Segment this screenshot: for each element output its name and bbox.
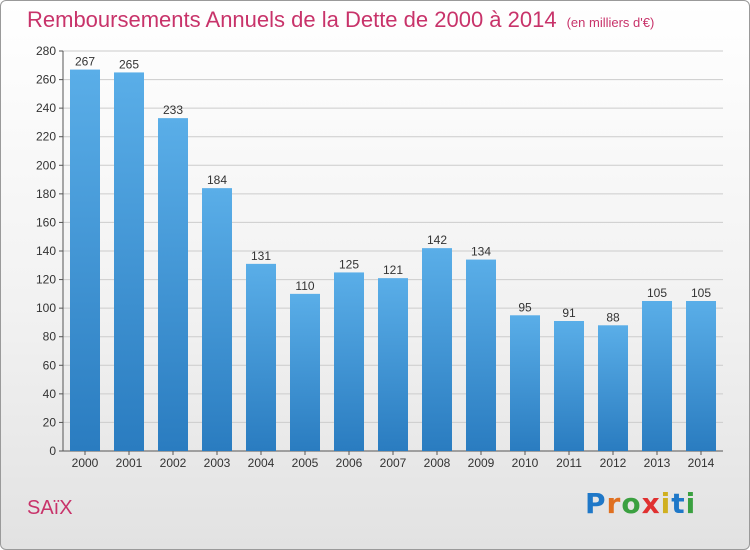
data-label-2008: 142: [427, 233, 447, 247]
bar-2004: [246, 263, 276, 451]
x-tick-label-2006: 2006: [336, 456, 363, 470]
bar-2009: [466, 259, 496, 451]
data-label-2006: 125: [339, 257, 359, 271]
bar-2001: [114, 72, 144, 451]
x-tick-label-2013: 2013: [644, 456, 671, 470]
y-tick-label: 0: [49, 444, 56, 458]
bar-2002: [158, 118, 188, 452]
x-tick-label-2002: 2002: [160, 456, 187, 470]
y-tick-label: 260: [36, 73, 56, 87]
data-label-2005: 110: [295, 279, 314, 293]
bar-2007: [378, 278, 408, 451]
x-tick-label-2010: 2010: [512, 456, 539, 470]
data-labels: 267 265 233 184 131 110 125 121 142 134 95 91 88 105 1…: [75, 55, 711, 325]
x-tick-label-2008: 2008: [424, 456, 451, 470]
x-tick-label-2003: 2003: [204, 456, 231, 470]
data-label-2007: 121: [383, 263, 403, 277]
data-label-2004: 131: [251, 249, 271, 263]
logo-letter: P: [585, 487, 607, 520]
y-tick-label: 200: [36, 158, 56, 172]
x-tick-label-2009: 2009: [468, 456, 495, 470]
bar-2000: [70, 69, 100, 452]
x-tick-label-2000: 2000: [72, 456, 99, 470]
data-label-2011: 91: [562, 306, 576, 320]
bar-2005: [290, 293, 320, 451]
y-tick-label: 60: [43, 358, 57, 372]
bars: [70, 69, 716, 452]
x-tick-label-2014: 2014: [688, 456, 715, 470]
y-tick-label: 20: [43, 415, 57, 429]
data-label-2014: 105: [691, 286, 711, 300]
bar-2012: [598, 325, 628, 451]
data-label-2000: 267: [75, 55, 95, 69]
x-tick-label-2011: 2011: [556, 456, 582, 470]
x-tick-label-2001: 2001: [116, 456, 143, 470]
y-tick-label: 180: [36, 187, 56, 201]
bar-2013: [642, 301, 672, 451]
x-axis-ticks: 2000 2001 2002 2003 2004 2005 2006 2007 2008 2009…: [72, 451, 715, 470]
data-label-2012: 88: [606, 310, 620, 324]
logo-letter: i: [660, 487, 672, 520]
x-tick-label-2004: 2004: [248, 456, 275, 470]
logo-letter: o: [621, 487, 642, 520]
y-tick-label: 220: [36, 130, 56, 144]
x-tick-label-2007: 2007: [380, 456, 407, 470]
data-label-2002: 233: [163, 103, 183, 117]
logo-letter: t: [671, 487, 686, 520]
data-label-2003: 184: [207, 173, 227, 187]
bar-2003: [202, 188, 232, 451]
y-tick-label: 160: [36, 215, 56, 229]
y-axis-ticks: 0 20 40 60 80 100 120 140 160 180 200 220 240 260 280: [36, 44, 63, 458]
logo-letter: x: [641, 487, 661, 520]
y-tick-label: 100: [36, 301, 56, 315]
commune-name: SAïX: [27, 497, 73, 519]
bar-2010: [510, 315, 540, 451]
x-tick-label-2012: 2012: [600, 456, 627, 470]
proxiti-logo: Proxiti: [585, 487, 696, 520]
y-tick-label: 280: [36, 44, 56, 58]
logo-letter: r: [606, 487, 622, 520]
y-tick-label: 40: [43, 387, 57, 401]
y-tick-label: 120: [36, 273, 56, 287]
data-label-2013: 105: [647, 286, 667, 300]
bar-2011: [554, 321, 584, 451]
chart-title-text: Remboursements Annuels de la Dette de 20…: [27, 7, 557, 32]
y-tick-label: 80: [43, 330, 57, 344]
x-tick-label-2005: 2005: [292, 456, 319, 470]
bar-2014: [686, 301, 716, 451]
y-tick-label: 140: [36, 244, 56, 258]
chart-title: Remboursements Annuels de la Dette de 20…: [27, 7, 654, 33]
bar-2008: [422, 248, 452, 451]
chart-unit: (en milliers d'€): [566, 15, 655, 30]
y-tick-label: 240: [36, 101, 56, 115]
bar-2006: [334, 272, 364, 451]
data-label-2010: 95: [518, 300, 532, 314]
data-label-2009: 134: [471, 245, 491, 259]
data-label-2001: 265: [119, 57, 139, 71]
logo-letter: i: [685, 487, 697, 520]
